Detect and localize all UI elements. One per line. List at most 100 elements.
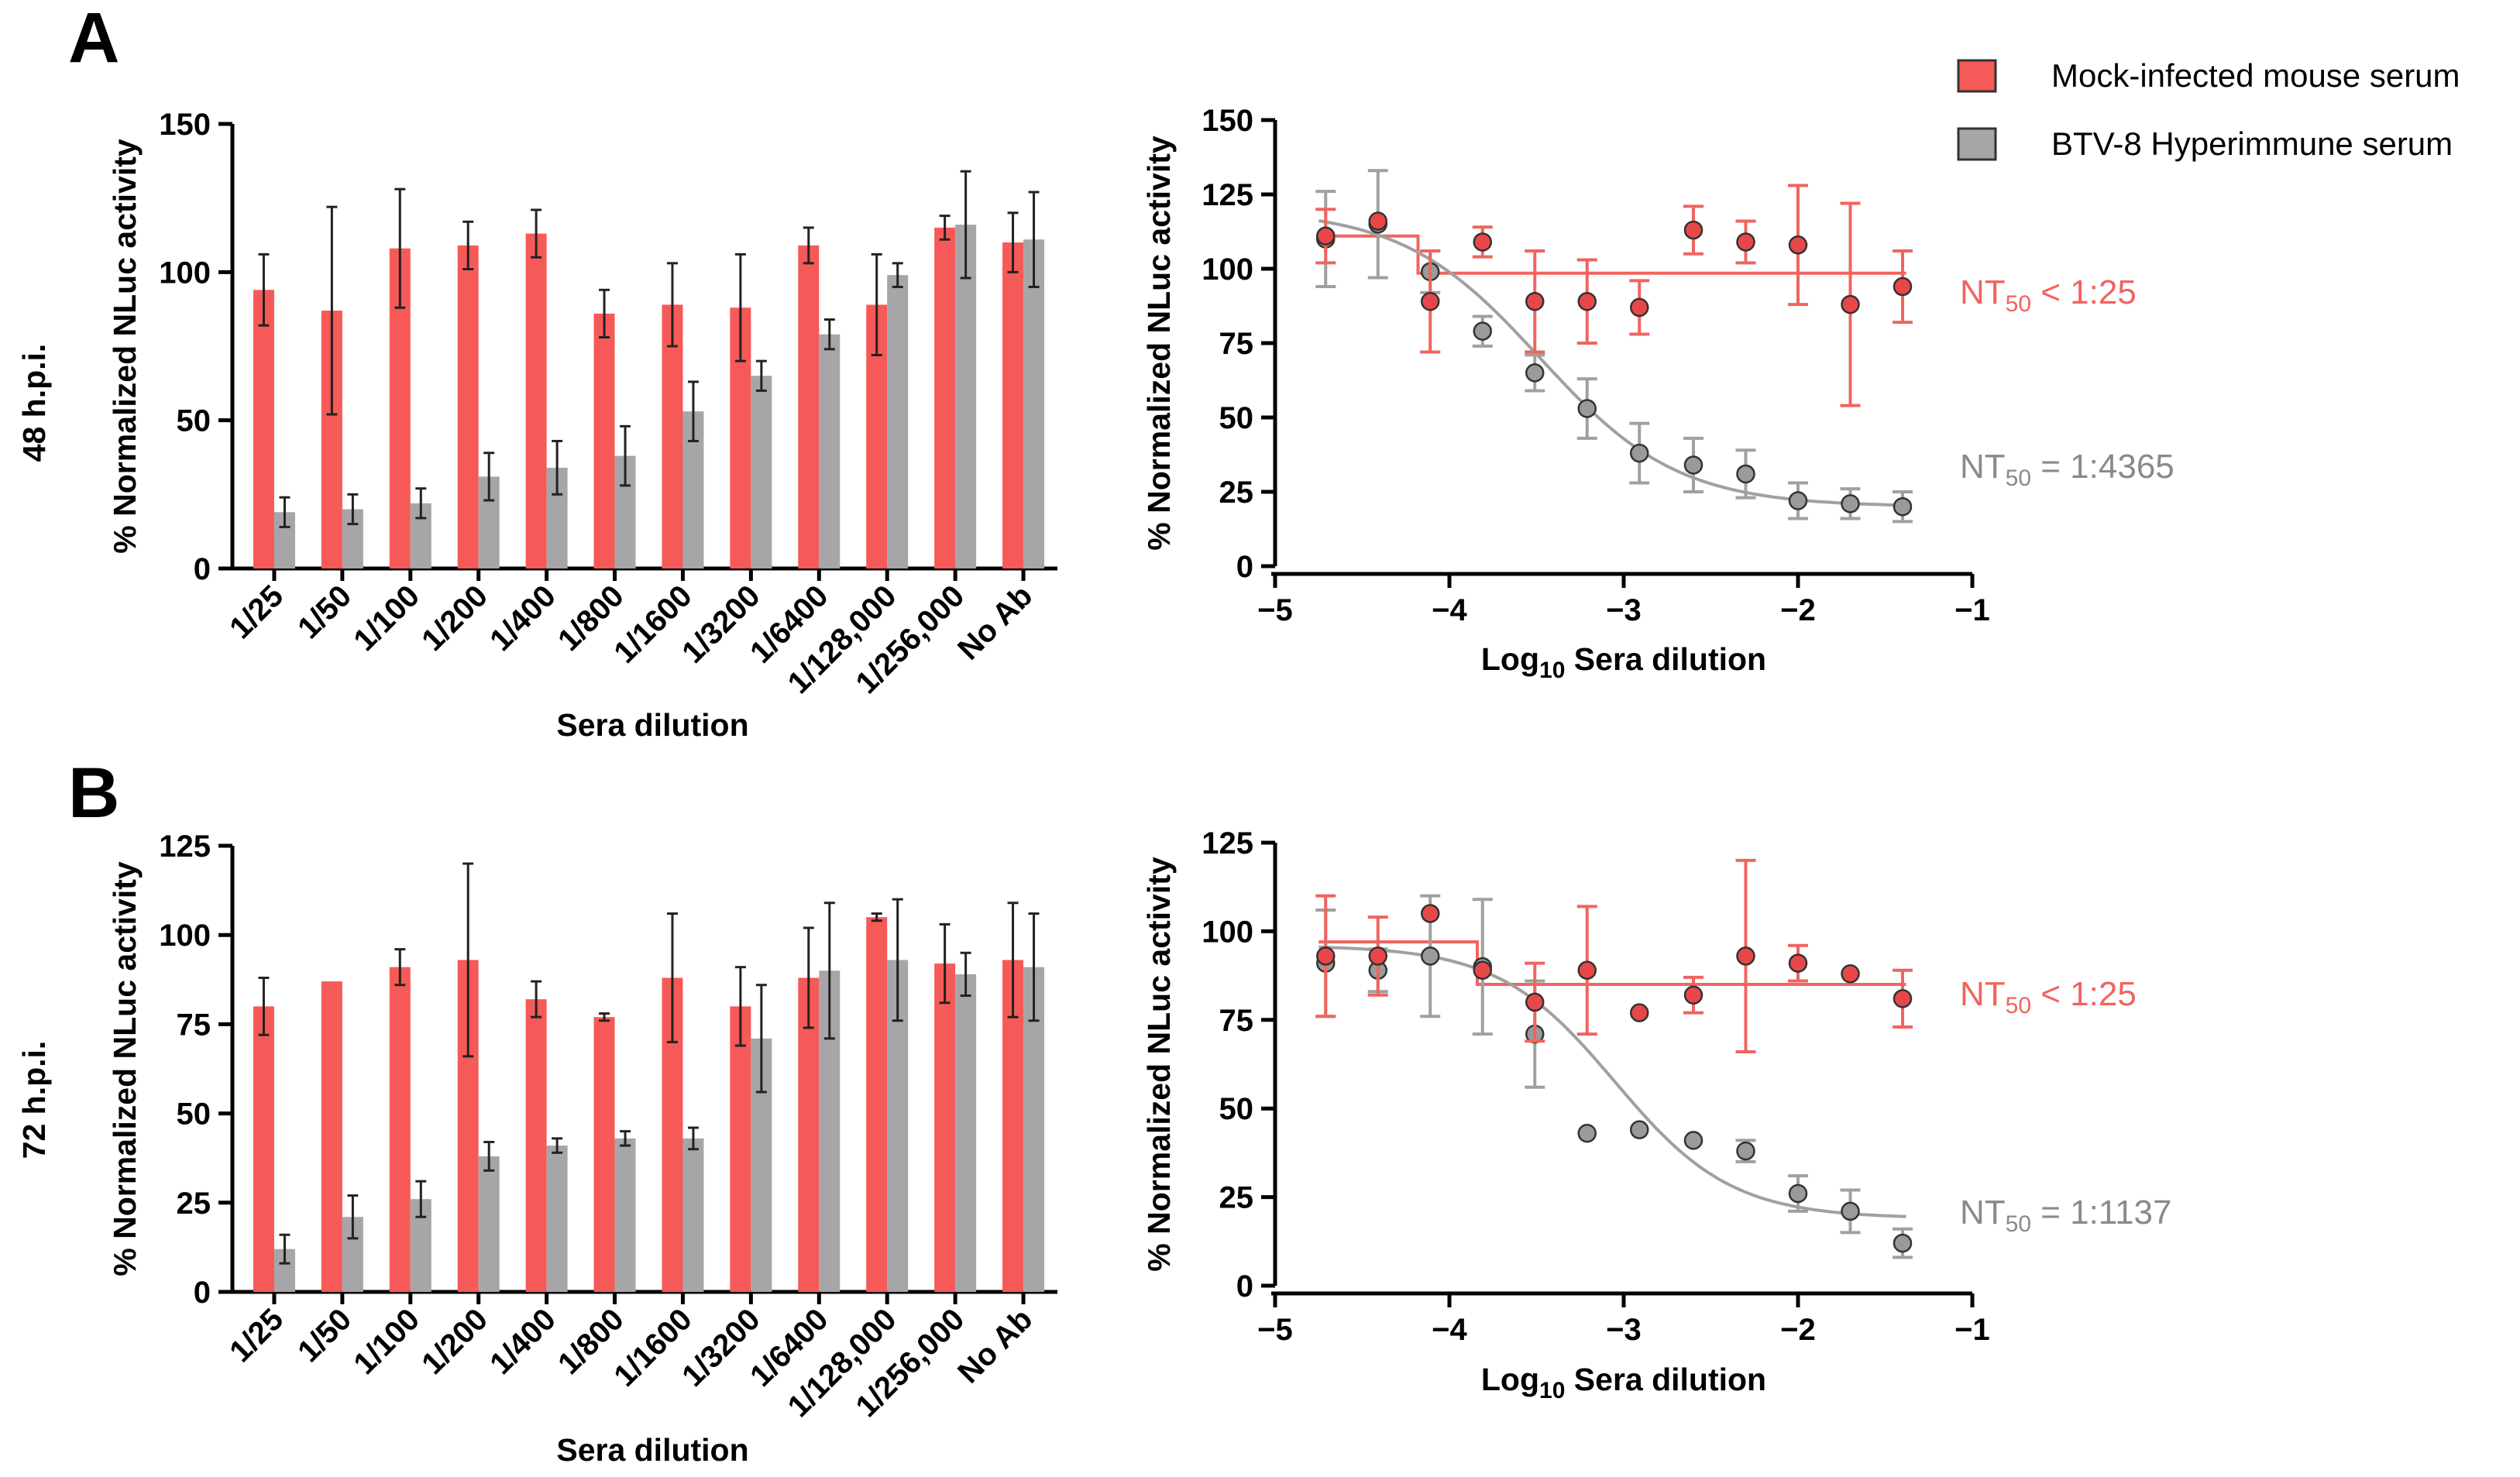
- panel-letter-b: B: [68, 754, 119, 833]
- b-curve-point-mock: [1421, 904, 1440, 923]
- b-bar-y-tick-label: 25: [177, 1187, 211, 1221]
- a-curve-y-tick-label: 50: [1219, 401, 1254, 435]
- b-bar-y-tick-label: 0: [194, 1276, 211, 1310]
- b-curve-point-mock: [1788, 953, 1808, 973]
- b-curve-x-tick-label: −1: [1954, 1313, 1990, 1347]
- a-curve-y-axis-label: % Normalized NLuc activity: [1141, 136, 1177, 551]
- b-curve-fit-btv8: [1318, 945, 1906, 1218]
- a-bar-x-tick-label: 1/3200: [676, 579, 767, 670]
- b-curve-point-mock: [1841, 964, 1860, 984]
- a-curve-point-btv8: [1683, 455, 1703, 475]
- a-curve-y-tick-label: 125: [1202, 178, 1253, 212]
- a-bar-y-axis-label: % Normalized NLuc activity: [107, 139, 143, 554]
- a-bar-x-tick-label: 1/1600: [607, 579, 699, 670]
- b-bar-bar-mock: [934, 963, 956, 1292]
- b-bar-bar-mock: [866, 917, 888, 1292]
- a-curve-point-btv8: [1630, 443, 1649, 463]
- a-curve-point-mock: [1893, 277, 1913, 297]
- a-bar-bar-btv8: [751, 376, 772, 568]
- b-bar-bar-mock: [525, 999, 547, 1292]
- b-curve-point-btv8: [1841, 1201, 1860, 1221]
- legend-swatch-btv8: [1957, 127, 1997, 161]
- a-curve-x-axis-label: Log10 Sera dilution: [1481, 641, 1766, 683]
- a-bar-bar-mock: [798, 245, 820, 568]
- b-bar-x-tick-label: 1/50: [291, 1302, 358, 1369]
- b-curve-nt50-annotation-red: NT50 < 1:25: [1960, 975, 2137, 1018]
- b-curve-point-mock: [1736, 946, 1755, 966]
- b-curve-point-mock: [1473, 960, 1492, 980]
- legend-label-mock: Mock-infected mouse serum: [2051, 57, 2460, 94]
- a-curve-y-tick-label: 75: [1219, 327, 1254, 361]
- b-curve-point-btv8: [1683, 1131, 1703, 1150]
- a-curve-point-mock: [1316, 226, 1336, 246]
- b-bar-bar-btv8: [546, 1146, 568, 1292]
- a-bar-bar-btv8: [887, 275, 909, 568]
- a-bar-bar-mock: [934, 227, 956, 568]
- a-bar-y-tick-label: 100: [159, 256, 211, 290]
- a-curve-x-tick-label: −3: [1606, 593, 1642, 627]
- b-curve-point-btv8: [1736, 1141, 1755, 1161]
- a-bar-y-tick-label: 50: [177, 404, 211, 438]
- legend: Mock-infected mouse serum BTV-8 Hyperimm…: [1957, 57, 2460, 162]
- b-curve-point-mock: [1630, 1003, 1649, 1022]
- b-curve-y-axis-label: % Normalized NLuc activity: [1141, 857, 1177, 1272]
- a-curve-point-mock: [1421, 291, 1440, 311]
- b-curve-x-tick-label: −4: [1432, 1313, 1467, 1347]
- a-curve-y-tick-label: 25: [1219, 476, 1254, 510]
- a-curve-fit-btv8: [1318, 219, 1906, 507]
- a-curve-point-btv8: [1893, 496, 1913, 517]
- a-curve-x-tick-label: −4: [1432, 593, 1467, 627]
- b-curve-y-tick-label: 75: [1219, 1004, 1254, 1038]
- a-bar-bar-mock: [1002, 242, 1024, 568]
- b-curve-y-tick-label: 0: [1236, 1269, 1253, 1304]
- b-curve-point-mock: [1525, 992, 1545, 1012]
- a-curve-point-mock: [1630, 297, 1649, 318]
- b-curve-point-btv8: [1630, 1120, 1649, 1139]
- a-bar-x-tick-label: 1/25: [223, 579, 290, 645]
- b-curve-point-btv8: [1421, 946, 1440, 966]
- b-curve-point-mock: [1316, 946, 1336, 966]
- b-bar-bar-btv8: [955, 974, 977, 1292]
- b-curve-point-mock: [1893, 989, 1913, 1008]
- a-bar-bar-mock: [662, 304, 683, 568]
- a-bar-bar-btv8: [819, 334, 841, 568]
- a-curve-nt50-annotation-red: NT50 < 1:25: [1960, 273, 2137, 317]
- a-curve-x-tick-label: −5: [1257, 593, 1293, 627]
- a-curve-y-tick-label: 0: [1236, 550, 1253, 584]
- b-bar-x-axis-label: Sera dilution: [556, 1432, 748, 1468]
- b-bar-x-tick-label: 1/25: [223, 1302, 290, 1369]
- b-bar-x-tick-label: No Ab: [951, 1302, 1039, 1389]
- a-curve-fit-mock: [1318, 234, 1906, 275]
- b-bar-bar-mock: [730, 1006, 751, 1292]
- b-curve-point-btv8: [1577, 1123, 1597, 1143]
- b-bar-bar-mock: [389, 967, 411, 1292]
- b-bar-bar-btv8: [614, 1138, 636, 1292]
- a-curve-point-mock: [1841, 294, 1860, 314]
- b-bar-y-tick-label: 50: [177, 1097, 211, 1132]
- a-curve-point-mock: [1368, 211, 1387, 231]
- panel-letter-a: A: [68, 0, 119, 77]
- a-curve-y-tick-label: 150: [1202, 104, 1253, 138]
- a-curve-point-btv8: [1577, 399, 1597, 418]
- a-bar-x-tick-label: 1/100: [347, 579, 426, 658]
- b-curve-point-mock: [1683, 985, 1703, 1005]
- a-bar-bar-mock: [253, 290, 274, 568]
- chart-72h-curve: 0 25 50 75 100 125 % Normalized NLuc activity −…: [1141, 826, 2172, 1403]
- b-curve-x-tick-label: −3: [1606, 1313, 1642, 1347]
- a-bar-y-tick-label: 150: [159, 108, 211, 142]
- b-bar-bar-btv8: [478, 1156, 500, 1292]
- row-label-72h: 72 h.p.i.: [16, 1041, 52, 1159]
- a-bar-x-axis-label: Sera dilution: [556, 707, 748, 743]
- a-bar-bar-mock: [525, 233, 547, 568]
- a-curve-point-btv8: [1841, 494, 1860, 514]
- b-bar-x-tick-label: 1/200: [415, 1302, 494, 1381]
- b-curve-x-tick-label: −5: [1257, 1313, 1293, 1347]
- b-bar-x-tick-label: 1/1600: [607, 1302, 699, 1393]
- b-bar-bar-mock: [253, 1006, 274, 1292]
- a-bar-x-tick-label: 1/50: [291, 579, 358, 645]
- b-curve-point-btv8: [1788, 1183, 1808, 1204]
- a-curve-point-mock: [1473, 232, 1492, 252]
- b-bar-y-axis-label: % Normalized NLuc activity: [107, 861, 143, 1276]
